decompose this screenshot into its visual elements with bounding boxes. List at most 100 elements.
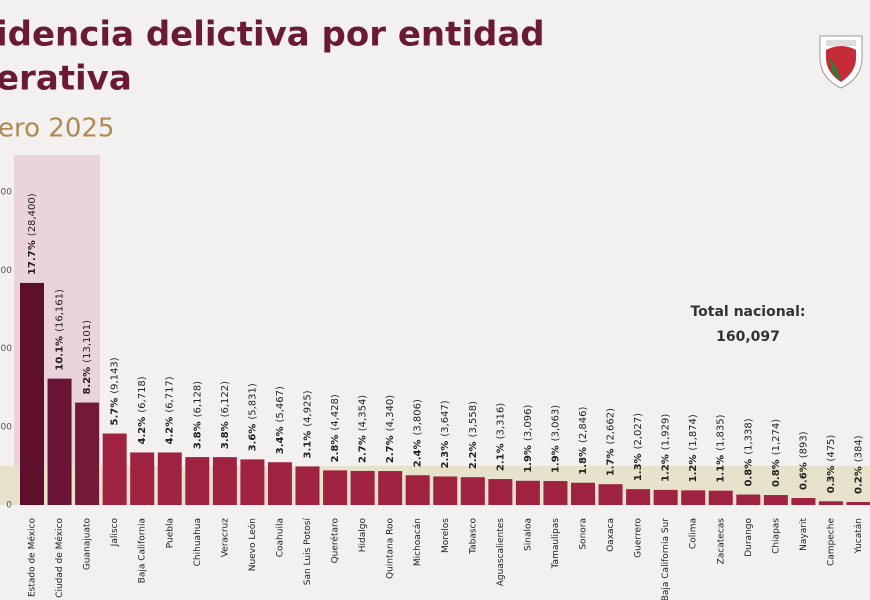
value-label: 8.2% (13,101) [82, 320, 93, 395]
x-tick-label: Oaxaca [606, 518, 616, 552]
x-tick-label: Querétaro [330, 518, 341, 564]
bar [130, 452, 155, 505]
count-label: (475) [826, 435, 837, 462]
bar [515, 480, 540, 505]
bar [185, 457, 210, 505]
count-label: (9,143) [110, 357, 121, 394]
value-label: 1.2% (1,929) [661, 414, 672, 482]
share-label: 2.8% [330, 435, 341, 463]
bar [791, 498, 816, 505]
value-label: 2.7% (4,354) [358, 395, 369, 463]
y-tick-label: 0 [6, 501, 12, 511]
share-label: 8.2% [82, 367, 93, 395]
value-label: 3.8% (6,128) [192, 381, 203, 449]
share-label: 3.8% [220, 421, 231, 449]
value-label: 0.8% (1,274) [771, 419, 782, 487]
count-label: (1,874) [688, 414, 699, 451]
count-label: (1,835) [716, 414, 727, 451]
count-label: (5,467) [275, 386, 286, 423]
value-label: 0.2% (384) [854, 435, 865, 494]
share-label: 2.7% [358, 435, 369, 463]
bar [240, 459, 265, 505]
share-label: 3.8% [192, 421, 203, 449]
bar [488, 479, 513, 505]
bar [708, 490, 733, 505]
count-label: (4,340) [385, 395, 396, 432]
bar [653, 489, 678, 505]
logo [819, 35, 863, 89]
count-label: (3,806) [413, 399, 424, 436]
share-label: 3.4% [275, 427, 286, 455]
bar [736, 494, 761, 505]
value-label: 2.3% (3,647) [440, 400, 451, 468]
value-label: 2.1% (3,316) [495, 403, 506, 471]
x-tick-label: Colima [689, 518, 699, 549]
y-tick-label: 000 [0, 422, 12, 432]
x-tick-label: Coahuila [275, 518, 285, 557]
value-label: 2.2% (3,558) [468, 401, 479, 469]
x-tick-label: Jalisco [110, 518, 120, 548]
x-tick-label: Estado de México [27, 518, 38, 598]
value-label: 4.2% (6,718) [137, 376, 148, 444]
value-label: 3.1% (4,925) [303, 390, 314, 458]
value-label: 1.9% (3,096) [523, 405, 534, 473]
value-label: 0.6% (893) [798, 431, 809, 490]
share-label: 2.2% [468, 441, 479, 469]
x-tick-label: Nuevo León [247, 518, 258, 571]
count-label: (13,101) [82, 320, 93, 363]
value-label: 2.7% (4,340) [385, 395, 396, 463]
count-label: (1,274) [771, 419, 782, 456]
bar [681, 490, 706, 505]
x-tick-label: Yucatán [854, 518, 864, 554]
value-label: 1.2% (1,874) [688, 414, 699, 482]
share-label: 4.2% [165, 417, 176, 445]
x-tick-label: Michoacán [413, 518, 423, 566]
bar [20, 282, 44, 505]
count-label: (6,128) [192, 381, 203, 418]
share-label: 2.1% [495, 443, 506, 471]
x-tick-label: Baja California Sur [661, 518, 671, 600]
bar [598, 484, 623, 505]
value-label: 1.8% (2,846) [578, 406, 589, 474]
value-label: 5.7% (9,143) [110, 357, 121, 425]
annotation: Total nacional: [690, 304, 805, 320]
share-label: 5.7% [110, 398, 121, 426]
x-tick-label: Quintana Roo [386, 518, 396, 579]
share-label: 2.4% [413, 440, 424, 468]
bar [75, 402, 100, 505]
bar [102, 433, 127, 505]
count-label: (3,316) [495, 403, 506, 440]
count-label: (2,662) [606, 408, 617, 445]
value-label: 10.1% (16,161) [55, 289, 66, 371]
x-tick-label: Sinaloa [523, 518, 533, 551]
bar [295, 466, 320, 505]
bar [543, 481, 568, 505]
bar [818, 501, 843, 505]
y-tick-label: 000 [0, 188, 12, 198]
count-label: (28,400) [27, 193, 38, 236]
share-label: 1.2% [661, 454, 672, 482]
value-label: 2.8% (4,428) [330, 394, 341, 462]
title: erativa [0, 59, 132, 99]
value-label: 3.6% (5,831) [247, 383, 258, 451]
share-label: 1.1% [716, 455, 727, 483]
value-label: 4.2% (6,717) [165, 376, 176, 444]
x-tick-label: Chihuahua [193, 518, 203, 566]
count-label: (4,925) [303, 390, 314, 427]
value-label: 1.3% (2,027) [633, 413, 644, 481]
count-label: (6,717) [165, 376, 176, 413]
share-label: 0.2% [854, 466, 865, 494]
bar [460, 477, 485, 505]
x-tick-label: Sonora [579, 518, 589, 550]
count-label: (16,161) [55, 289, 66, 332]
x-tick-label: Baja California [138, 518, 148, 583]
count-label: (1,338) [743, 418, 754, 455]
value-label: 1.9% (3,063) [550, 405, 561, 473]
bar [405, 475, 430, 505]
share-label: 17.7% [27, 240, 38, 275]
share-label: 10.1% [55, 336, 66, 371]
count-label: (4,354) [358, 395, 369, 432]
share-label: 1.3% [633, 453, 644, 481]
value-label: 2.4% (3,806) [413, 399, 424, 467]
